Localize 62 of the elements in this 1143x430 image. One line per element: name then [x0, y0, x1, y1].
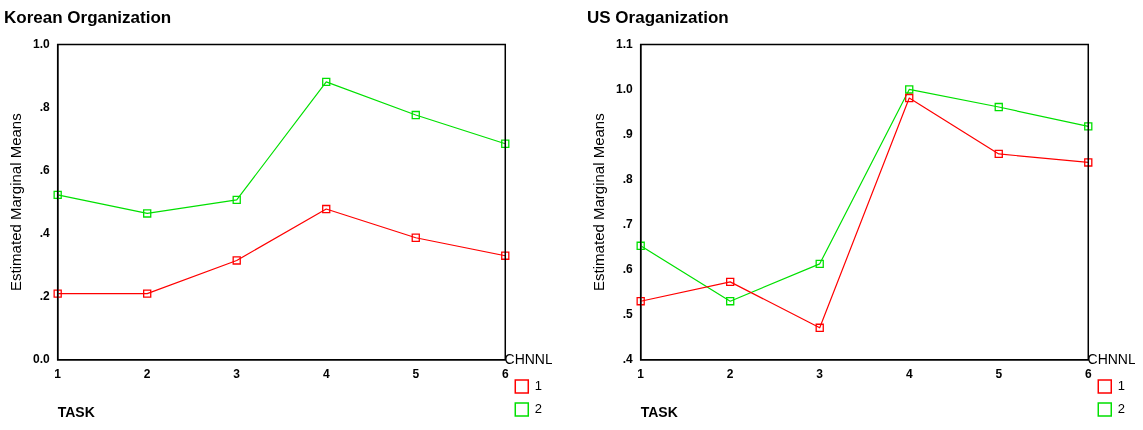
point [1084, 158, 1093, 167]
point [501, 251, 510, 260]
point [322, 204, 331, 214]
point [905, 93, 914, 103]
y-tick-label: .8 [622, 171, 633, 186]
x-tick-label: 4 [905, 367, 913, 382]
point [1084, 122, 1093, 131]
legend-label: 2 [534, 401, 542, 417]
legend-label: 1 [534, 378, 542, 394]
x-axis-title: TASK [640, 404, 678, 421]
point [411, 110, 420, 120]
point [905, 85, 914, 94]
point [143, 289, 152, 298]
chart-title: Korean Organization [4, 7, 172, 27]
y-tick-label: .4 [622, 352, 633, 367]
x-tick-label: 5 [412, 367, 420, 382]
x-tick-label: 6 [1084, 367, 1092, 382]
x-tick-label: 1 [637, 367, 645, 382]
point [994, 149, 1003, 159]
y-tick-label: 1.0 [615, 81, 633, 96]
point [636, 297, 645, 306]
x-tick-label: 1 [54, 367, 62, 382]
x-tick-label: 3 [233, 367, 241, 382]
point [53, 190, 62, 200]
x-tick-label: 4 [322, 367, 330, 382]
y-tick-label: 1.1 [615, 36, 633, 51]
point [143, 209, 152, 218]
point [815, 259, 824, 269]
legend-title: CHNNL [1087, 351, 1136, 368]
point [815, 323, 824, 332]
y-tick-label: .9 [622, 126, 633, 141]
legend-label: 1 [1117, 378, 1125, 394]
chart-title: US Oraganization [587, 7, 729, 27]
x-tick-label: 2 [143, 367, 151, 382]
point [501, 139, 510, 148]
x-tick-label: 5 [995, 367, 1003, 382]
y-tick-label: .7 [622, 216, 633, 231]
x-tick-label: 3 [816, 367, 824, 382]
y-tick-label: .8 [39, 99, 50, 114]
y-tick-label: .6 [39, 162, 50, 177]
y-tick-label: 1.0 [32, 36, 50, 51]
y-tick-label: .6 [622, 262, 633, 276]
x-axis-title: TASK [57, 404, 95, 421]
y-axis-title: Estimated Marginal Means [590, 113, 608, 291]
point [726, 297, 735, 306]
point [53, 289, 62, 298]
x-tick-label: 2 [726, 367, 734, 382]
x-tick-label: 6 [501, 367, 509, 382]
point [411, 233, 420, 242]
legend-label: 2 [1117, 401, 1125, 417]
point [322, 77, 331, 87]
point [636, 241, 645, 250]
point [232, 195, 241, 205]
y-tick-label: .4 [39, 225, 50, 240]
y-tick-label: .2 [39, 289, 50, 304]
legend-title: CHNNL [504, 351, 553, 368]
y-axis-title: Estimated Marginal Means [7, 113, 25, 291]
point [232, 256, 241, 265]
y-tick-label: .5 [622, 307, 633, 322]
point [994, 102, 1003, 112]
point [726, 277, 735, 287]
y-tick-label: 0.0 [32, 352, 50, 367]
